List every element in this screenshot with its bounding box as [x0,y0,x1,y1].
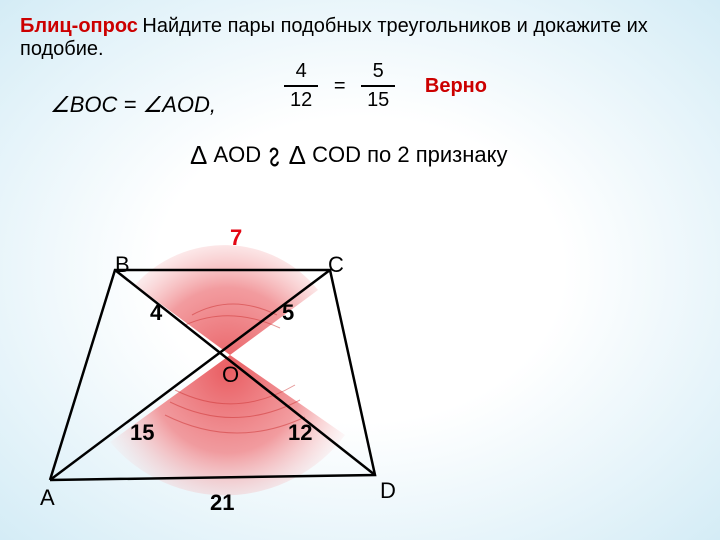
slide-header: Блиц-опрос Найдите пары подобных треугол… [20,15,700,61]
denominator-2: 15 [361,87,395,112]
fraction-left: 4 12 [284,60,318,112]
len-bc: 7 [230,225,242,251]
vertex-d: D [380,478,396,504]
proportion: 4 12 = 5 15 Верно [280,60,487,112]
numerator-1: 4 [284,60,318,87]
fraction-right: 5 15 [361,60,395,112]
vertex-b: B [115,252,130,278]
len-ad: 21 [210,490,234,516]
len-bo: 4 [150,300,162,326]
vertex-c: C [328,252,344,278]
numerator-2: 5 [361,60,395,87]
similarity-statement: Δ AOD∾Δ COD по 2 признаку [190,140,508,174]
triangle-2-and-reason: COD по 2 признаку [306,142,508,167]
len-co: 5 [282,300,294,326]
vertex-o: О [222,362,239,388]
len-do: 12 [288,420,312,446]
correct-label: Верно [425,75,487,98]
denominator-1: 12 [284,87,318,112]
delta-1: Δ [190,140,207,170]
vertex-a: A [40,485,55,511]
angle-equation: ∠BOC = ∠AOD, [50,92,216,118]
quiz-label: Блиц-опрос [20,15,138,37]
equals-sign: = [334,75,346,98]
similar-icon: ∾ [258,145,292,168]
triangle-1: AOD [207,142,261,167]
len-ao: 15 [130,420,154,446]
